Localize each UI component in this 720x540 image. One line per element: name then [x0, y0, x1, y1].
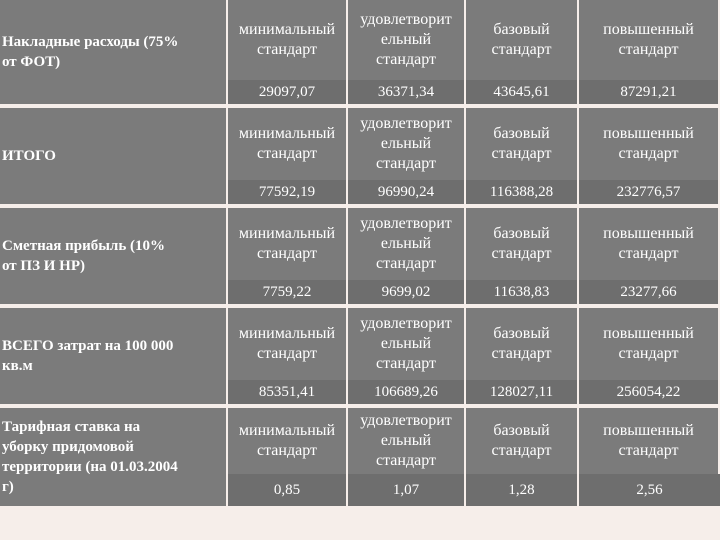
- header-basic: базовый стандарт: [466, 208, 579, 280]
- header-minimal: минимальный стандарт: [228, 308, 348, 380]
- value-satisfactory: 1,07: [348, 474, 466, 506]
- value-satisfactory: 9699,02: [348, 280, 466, 304]
- value-basic: 116388,28: [466, 180, 579, 204]
- row-label: Накладные расходы (75% от ФОТ): [0, 0, 228, 104]
- row-separator: [0, 104, 720, 108]
- header-satisfactory: удовлетворит ельный стандарт: [348, 108, 466, 180]
- header-basic: базовый стандарт: [466, 408, 579, 474]
- header-minimal: минимальный стандарт: [228, 408, 348, 474]
- value-high: 232776,57: [579, 180, 720, 204]
- value-minimal: 85351,41: [228, 380, 348, 404]
- header-high: повышенный стандарт: [579, 308, 720, 380]
- row-separator: [0, 204, 720, 208]
- value-satisfactory: 96990,24: [348, 180, 466, 204]
- header-basic: базовый стандарт: [466, 308, 579, 380]
- value-basic: 43645,61: [466, 80, 579, 104]
- row-label: ВСЕГО затрат на 100 000 кв.м: [0, 308, 228, 404]
- header-satisfactory: удовлетворит ельный стандарт: [348, 408, 466, 474]
- header-satisfactory: удовлетворит ельный стандарт: [348, 308, 466, 380]
- header-high: повышенный стандарт: [579, 208, 720, 280]
- header-minimal: минимальный стандарт: [228, 0, 348, 80]
- value-high: 256054,22: [579, 380, 720, 404]
- cost-table: Накладные расходы (75% от ФОТ) минимальн…: [0, 0, 720, 506]
- value-high: 2,56: [579, 474, 720, 506]
- header-basic: базовый стандарт: [466, 108, 579, 180]
- value-satisfactory: 106689,26: [348, 380, 466, 404]
- value-minimal: 29097,07: [228, 80, 348, 104]
- value-high: 87291,21: [579, 80, 720, 104]
- header-satisfactory: удовлетворит ельный стандарт: [348, 0, 466, 80]
- row-label: Тарифная ставка на уборку придомовой тер…: [0, 408, 228, 506]
- value-basic: 11638,83: [466, 280, 579, 304]
- header-basic: базовый стандарт: [466, 0, 579, 80]
- header-high: повышенный стандарт: [579, 108, 720, 180]
- header-minimal: минимальный стандарт: [228, 208, 348, 280]
- value-satisfactory: 36371,34: [348, 80, 466, 104]
- value-basic: 1,28: [466, 474, 579, 506]
- header-high: повышенный стандарт: [579, 0, 720, 80]
- value-minimal: 77592,19: [228, 180, 348, 204]
- row-label: ИТОГО: [0, 108, 228, 204]
- row-separator: [0, 404, 720, 408]
- header-minimal: минимальный стандарт: [228, 108, 348, 180]
- header-satisfactory: удовлетворит ельный стандарт: [348, 208, 466, 280]
- value-minimal: 0,85: [228, 474, 348, 506]
- value-basic: 128027,11: [466, 380, 579, 404]
- value-high: 23277,66: [579, 280, 720, 304]
- row-separator: [0, 304, 720, 308]
- header-high: повышенный стандарт: [579, 408, 720, 474]
- row-label: Сметная прибыль (10% от ПЗ И НР): [0, 208, 228, 304]
- value-minimal: 7759,22: [228, 280, 348, 304]
